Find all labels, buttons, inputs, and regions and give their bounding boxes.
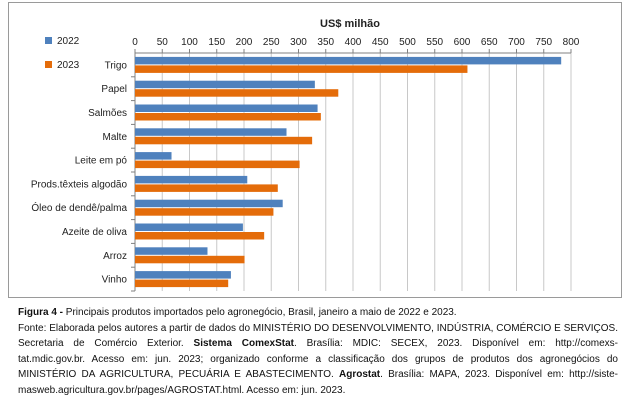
x-tick-label: 200 [236, 37, 253, 48]
bar-2023-5 [135, 184, 278, 192]
caption-text: MINISTÉRIO DA AGRICULTURA, PECUÁRIA E AB… [18, 369, 339, 380]
category-label: Papel [101, 84, 127, 95]
bar-2023-4 [135, 160, 300, 169]
bar-2023-0 [135, 65, 468, 73]
bar-2022-1 [135, 80, 315, 89]
bar-2022-3 [135, 128, 287, 136]
x-tick-label: 500 [399, 37, 416, 48]
caption-source-line-1: Fonte: Elaborada pelos autores a partir … [18, 322, 618, 334]
x-tick-label: 100 [181, 37, 198, 48]
chart-frame: US$ milhão 0 50 100 150 200 250 300 350 400 450 500… [8, 2, 622, 298]
legend-swatch-2023 [45, 61, 52, 68]
x-tick-label: 250 [263, 37, 280, 48]
caption-source-line-2: Secretaria de Comércio Exterior. Sistema… [18, 336, 618, 352]
caption-text: Secretaria de Comércio Exterior. [18, 338, 194, 349]
legend-swatch-2022 [45, 37, 52, 44]
category-label: Salmões [88, 108, 127, 119]
bar-2022-9 [135, 271, 231, 279]
caption-source-line-5: masweb.agricultura.gov.br/pages/AGROSTAT… [18, 384, 346, 396]
figure-caption: Figura 4 - Principais produtos importado… [18, 305, 618, 398]
x-tick-label: 450 [372, 37, 389, 48]
caption-text: . Brasília: MAPA, 2023. Disponível em: h… [380, 369, 618, 380]
category-label: Óleo de dendê/palma [31, 201, 127, 214]
x-tick-label: 300 [290, 37, 307, 48]
caption-title-line: Figura 4 - Principais produtos importado… [18, 305, 618, 321]
x-tick-label: 400 [345, 37, 362, 48]
category-label: Malte [103, 132, 128, 143]
x-tick-label: 50 [157, 37, 169, 48]
category-label: Arroz [103, 251, 127, 262]
bar-2023-7 [135, 232, 265, 240]
bar-2023-1 [135, 89, 339, 97]
category-label: Vinho [102, 275, 128, 286]
bar-2022-4 [135, 152, 172, 160]
legend-label-2022: 2022 [57, 36, 80, 47]
chart-title: US$ milhão [320, 18, 380, 30]
bar-2023-9 [135, 279, 229, 288]
x-tick-label: 650 [481, 37, 498, 48]
figure-text: Principais produtos importados pelo agro… [63, 307, 457, 318]
category-label: Trigo [105, 60, 128, 71]
category-label: Azeite de oliva [62, 227, 127, 238]
bar-2022-8 [135, 247, 208, 255]
bar-2023-2 [135, 113, 321, 121]
bar-2023-8 [135, 255, 245, 264]
bar-chart: US$ milhão 0 50 100 150 200 250 300 350 400 450 500… [31, 18, 580, 292]
category-label: Leite em pó [75, 156, 128, 167]
bar-2022-5 [135, 175, 248, 184]
caption-bold-title: Sistema ComexStat [193, 338, 294, 349]
x-tick-label: 750 [535, 37, 552, 48]
x-tick-label: 350 [317, 37, 334, 48]
x-tick-label: 600 [454, 37, 471, 48]
caption-source-line-4: MINISTÉRIO DA AGRICULTURA, PECUÁRIA E AB… [18, 367, 618, 383]
bar-2023-3 [135, 136, 313, 145]
bar-2023-6 [135, 208, 274, 216]
bar-2022-0 [135, 56, 562, 65]
bar-2022-2 [135, 104, 318, 112]
x-tick-label: 700 [508, 37, 525, 48]
bar-2022-7 [135, 223, 243, 231]
x-tick-label: 150 [208, 37, 225, 48]
x-tick-label: 800 [563, 37, 580, 48]
caption-source-line-3: tat.mdic.gov.br. Acesso em: jun. 2023; o… [18, 353, 618, 365]
caption-bold-title: Agrostat [339, 369, 381, 380]
figure-label: Figura 4 - [18, 307, 64, 318]
x-tick-label: 550 [426, 37, 443, 48]
legend-label-2023: 2023 [57, 60, 80, 71]
category-label: Prods.têxteis algodão [31, 179, 128, 190]
x-tick-label: 0 [132, 37, 138, 48]
bar-2022-6 [135, 199, 283, 208]
caption-text: . Brasília: MDIC: SECEX, 2023. Disponíve… [293, 338, 618, 349]
